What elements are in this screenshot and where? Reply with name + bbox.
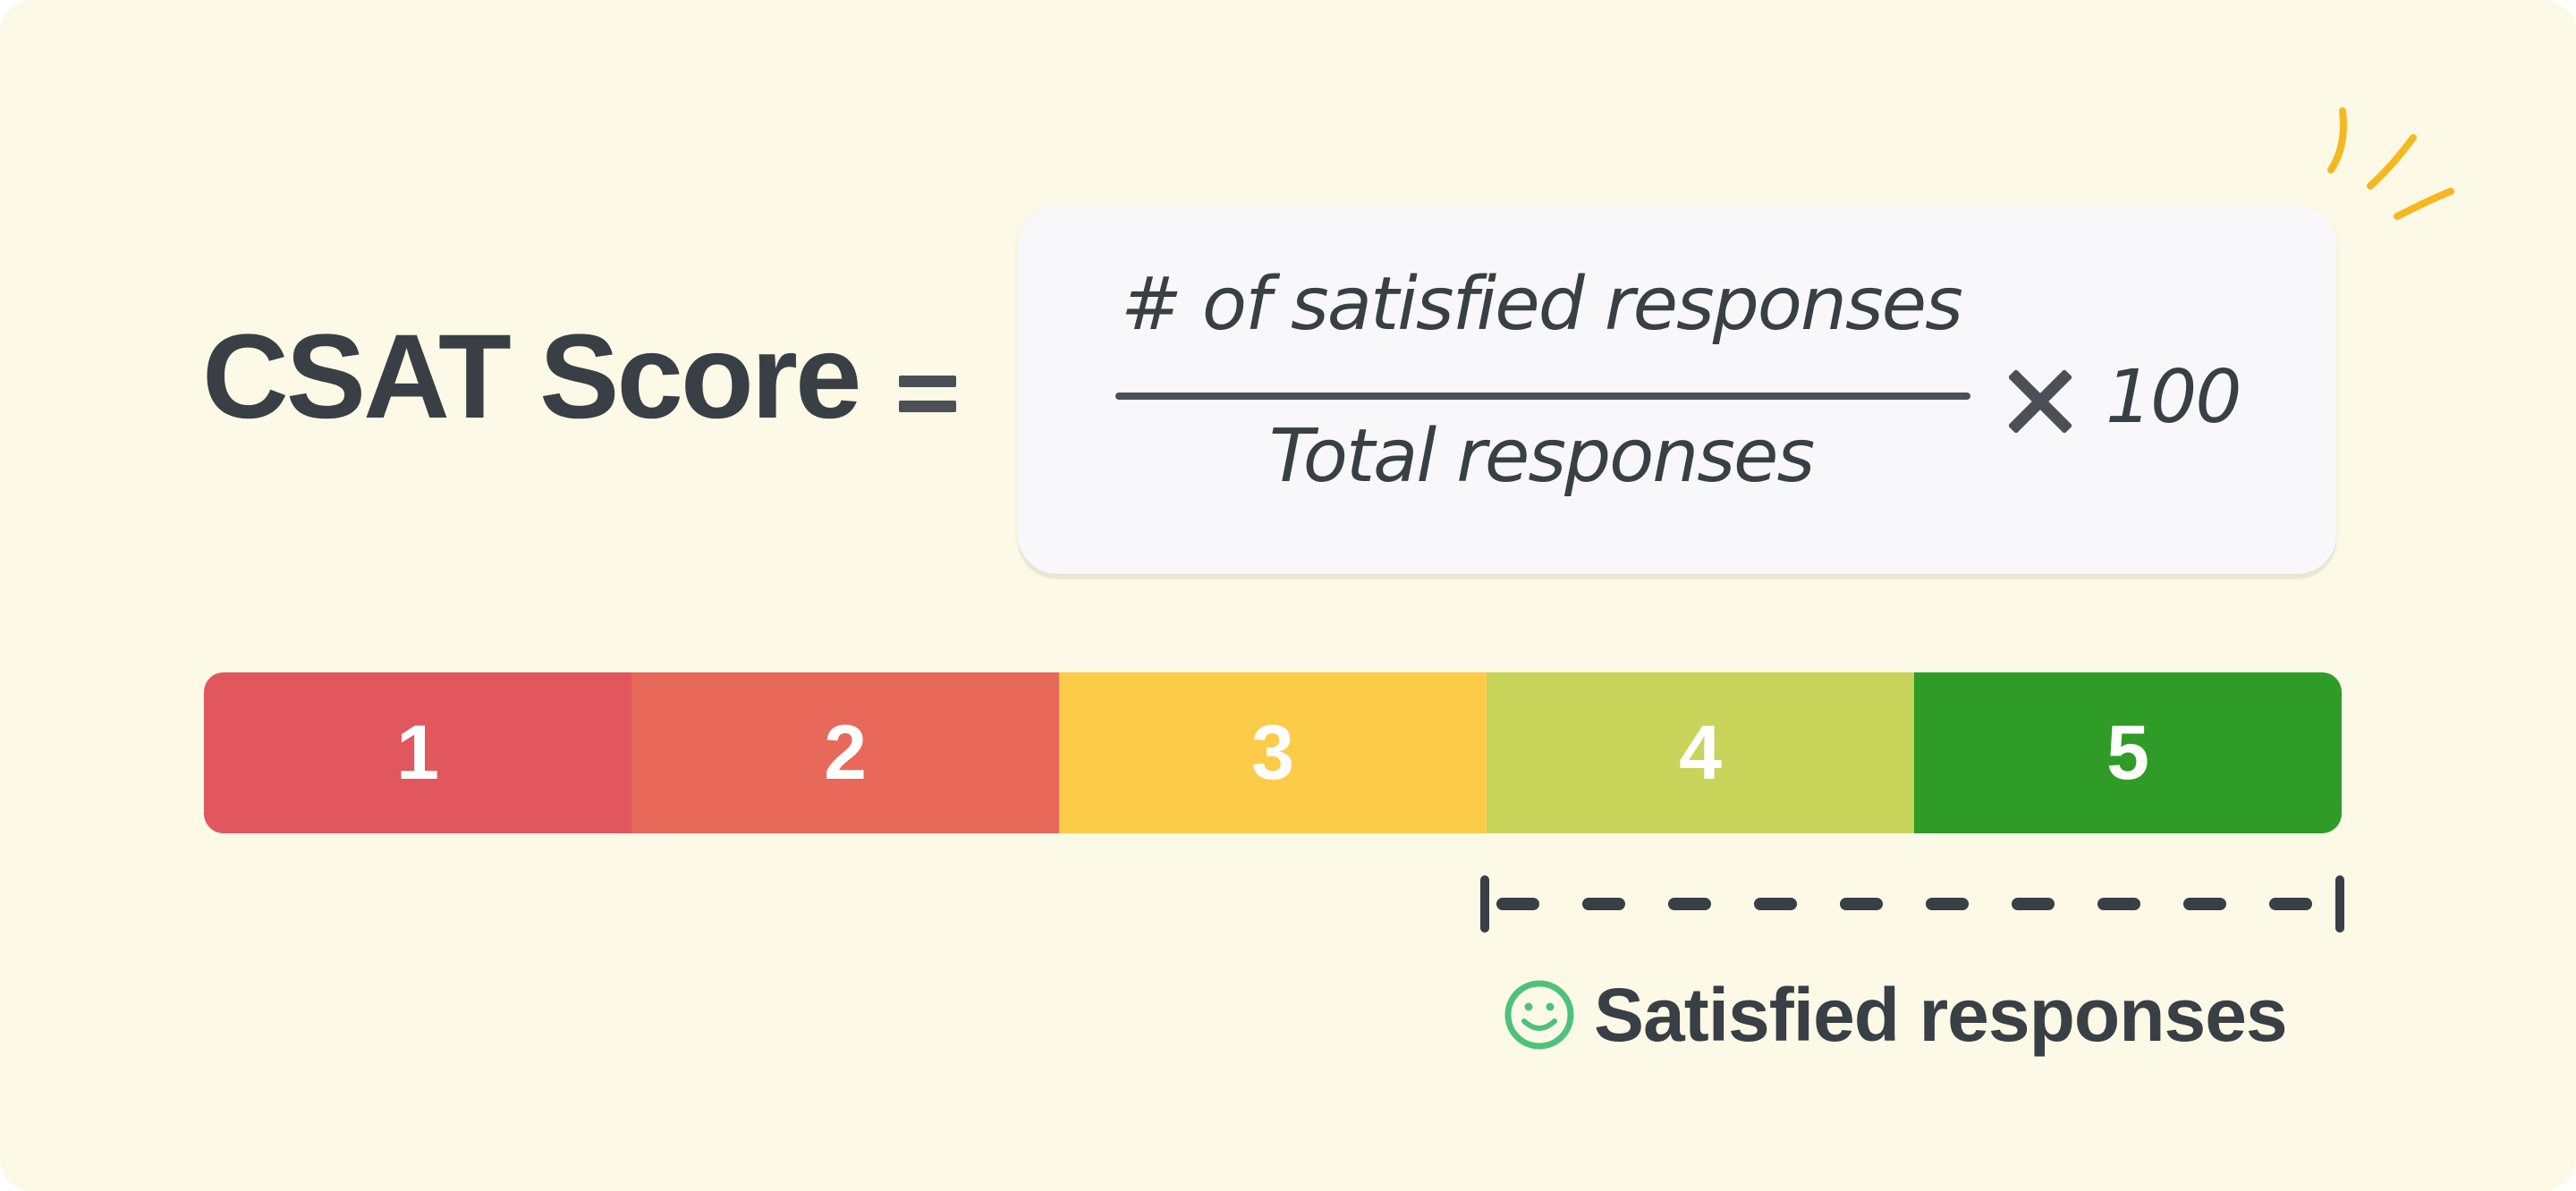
bracket-icon bbox=[1480, 875, 2344, 933]
scale-segment-5: 5 bbox=[1914, 672, 2342, 833]
rating-scale: 1 2 3 4 5 bbox=[204, 672, 2342, 833]
smiley-icon bbox=[1504, 980, 1574, 1050]
sparkle-icon bbox=[2327, 107, 2454, 220]
legend-label: Satisfied responses bbox=[1594, 973, 2288, 1057]
legend: Satisfied responses bbox=[1503, 970, 2288, 1060]
scale-segment-2: 2 bbox=[631, 672, 1059, 833]
fraction-line bbox=[1115, 393, 1970, 400]
formula-box bbox=[1018, 206, 2336, 574]
formula-numerator: # of satisfied responses bbox=[1121, 262, 1963, 347]
formula-multiplier: 100 bbox=[2106, 355, 2242, 440]
times-icon bbox=[2009, 370, 2072, 433]
scale-segment-4: 4 bbox=[1487, 672, 1914, 833]
scale-segment-3: 3 bbox=[1059, 672, 1487, 833]
scale-segment-1: 1 bbox=[204, 672, 631, 833]
page-title: CSAT Score bbox=[202, 310, 861, 443]
formula-denominator: Total responses bbox=[1268, 414, 1815, 499]
equals-icon bbox=[899, 365, 956, 418]
